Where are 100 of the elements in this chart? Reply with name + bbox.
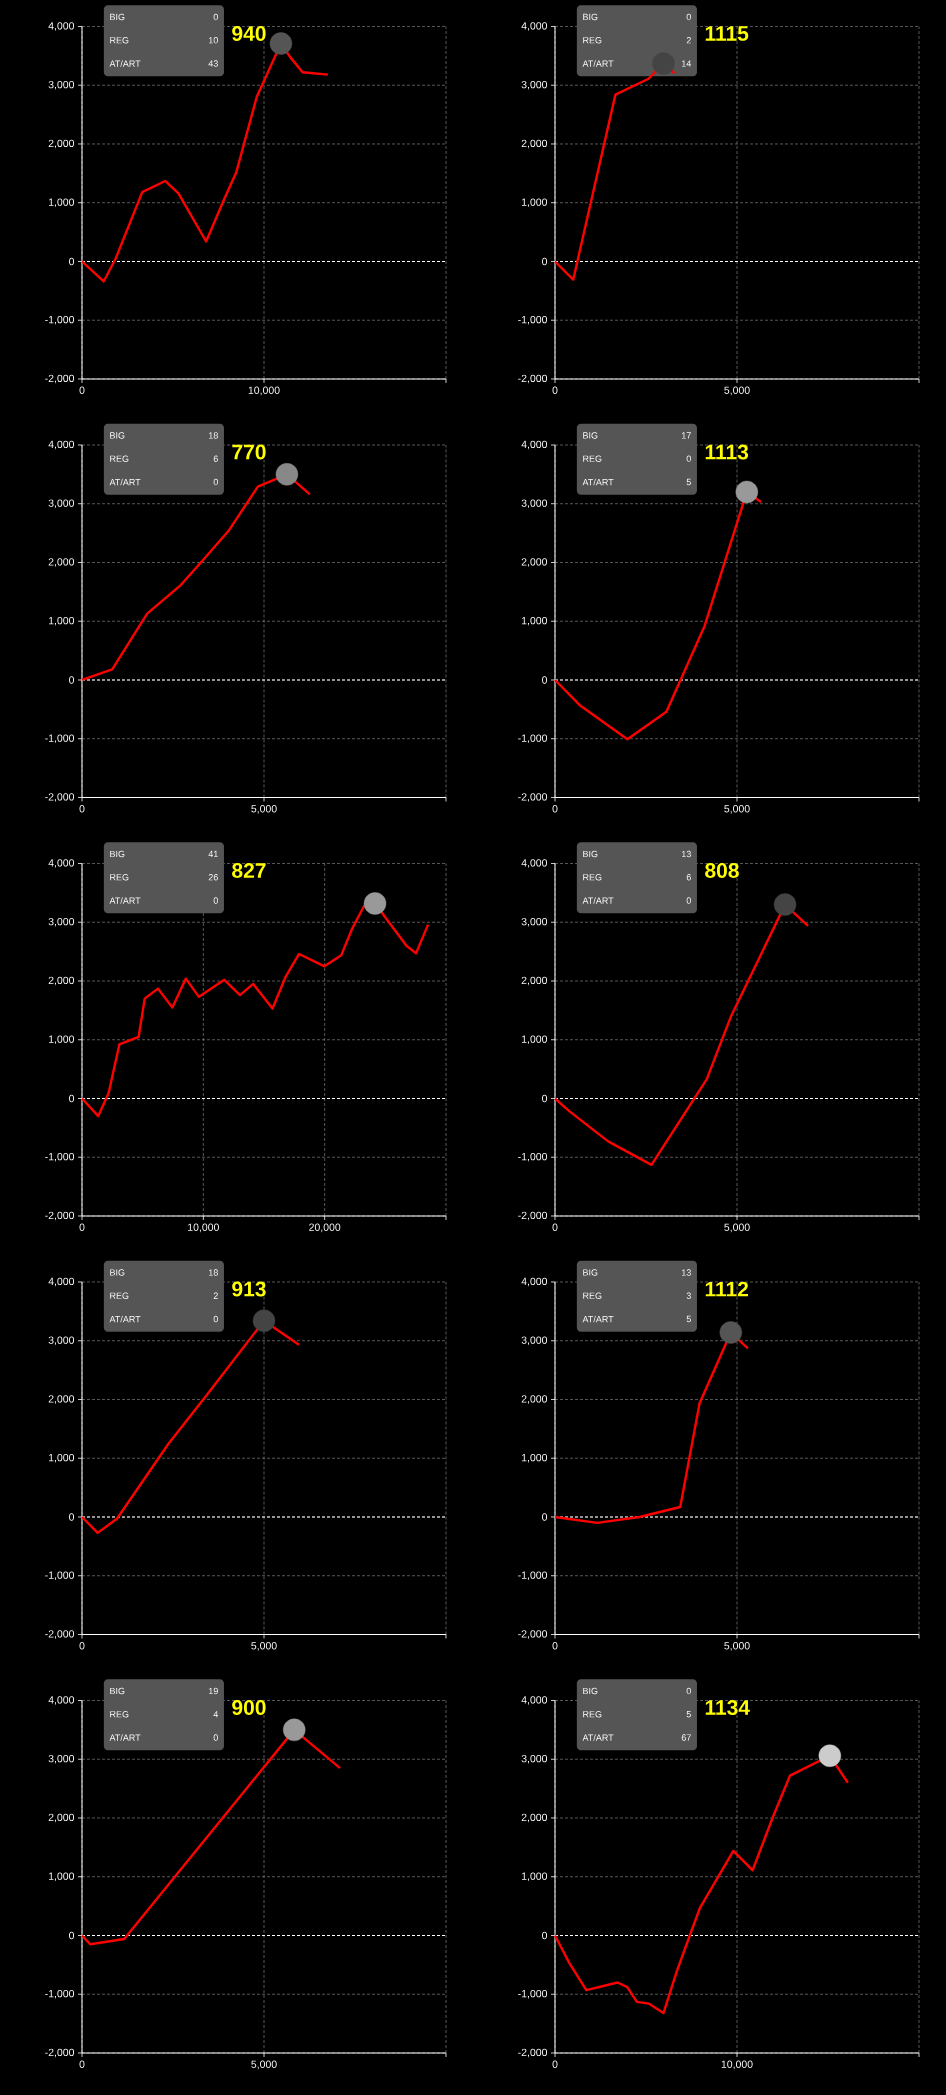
y-tick-label: 0 (542, 676, 548, 684)
annotation: AT/ART (582, 897, 614, 904)
x-tick-label: 5,000 (251, 805, 277, 814)
y-tick-label: 2,000 (521, 976, 548, 986)
text: BIG (583, 1269, 598, 1276)
text: BIG (110, 850, 125, 858)
chart-title: 1134 (705, 1700, 750, 1715)
y-tick-label: -1,000 (518, 1571, 548, 1581)
annotation: 0 (213, 1315, 218, 1323)
y-tick-label: -2,000 (518, 2048, 548, 2058)
annotation: 43 (208, 60, 218, 67)
y-tick-label: 4,000 (521, 1277, 548, 1287)
y-tick-label: -1,000 (45, 1571, 75, 1581)
y-tick-label: 3,000 (48, 1754, 75, 1764)
chart-title: 827 (232, 863, 266, 878)
x-tick-label: 0 (79, 805, 85, 813)
y-tick-label: 4,000 (521, 22, 548, 31)
y-tick-label: 0 (69, 1094, 75, 1103)
x-tick-label: 0 (552, 386, 558, 394)
x-tick-label: 0 (552, 2060, 558, 2068)
annotation: REG (110, 874, 129, 881)
y-tick-label: 0 (69, 1931, 75, 1940)
text: BIG (110, 432, 125, 439)
chart-title: 900 (232, 1700, 266, 1715)
annotation: 0 (213, 478, 218, 486)
y-tick-label: -1,000 (45, 734, 75, 744)
text: BIG (583, 13, 598, 21)
text: 19 (208, 1687, 218, 1695)
annotation: AT/ART (109, 1315, 141, 1323)
chart-title: 1112 (705, 1281, 748, 1297)
y-tick-label: 0 (542, 1931, 548, 1940)
annotation: AT/ART (109, 478, 141, 486)
text: BIG (110, 13, 125, 21)
y-tick-label: -2,000 (45, 374, 75, 384)
annotation: 2 (686, 37, 691, 44)
x-tick-label: 5,000 (251, 1642, 277, 1651)
chart-title: 1113 (705, 444, 749, 460)
text: 41 (208, 850, 218, 858)
annotation: 0 (686, 897, 691, 904)
y-tick-label: -1,000 (518, 1152, 548, 1162)
x-tick-label: 20,000 (309, 1223, 341, 1233)
y-tick-label: -2,000 (45, 1630, 75, 1639)
chart-title: 1115 (705, 26, 749, 41)
text: BIG (583, 850, 598, 858)
y-tick-label: 2,000 (48, 976, 75, 986)
y-tick-label: 2,000 (521, 558, 548, 567)
text: 18 (208, 1269, 218, 1276)
annotation: REG (583, 455, 602, 462)
chart-title: 770 (232, 444, 266, 460)
annotation: AT/ART (109, 60, 141, 67)
y-tick-label: 1,000 (48, 1035, 75, 1045)
y-tick-label: 0 (69, 676, 75, 684)
annotation: 5 (686, 478, 691, 486)
y-tick-label: 4,000 (48, 1696, 75, 1705)
text: 13 (681, 1269, 691, 1276)
annotation: 0 (213, 1734, 218, 1741)
y-tick-label: 3,000 (521, 499, 548, 509)
annotation: 5 (686, 1315, 691, 1323)
y-tick-label: 2,000 (48, 1813, 75, 1823)
annotation: 4 (213, 1711, 219, 1718)
y-tick-label: 4,000 (48, 22, 75, 31)
x-tick-label: 0 (552, 805, 558, 813)
y-tick-label: 1,000 (48, 198, 75, 208)
y-tick-label: 2,000 (521, 1395, 548, 1404)
text: 0 (213, 13, 218, 21)
annotation: 26 (208, 874, 218, 881)
text: 17 (681, 432, 691, 439)
x-tick-label: 5,000 (251, 2060, 277, 2070)
y-tick-label: 4,000 (521, 1696, 548, 1705)
chart-title: 808 (705, 863, 739, 878)
y-tick-label: 0 (542, 1094, 548, 1103)
y-tick-label: 1,000 (48, 1453, 75, 1463)
annotation: AT/ART (109, 1734, 141, 1741)
y-tick-label: -2,000 (518, 793, 548, 802)
annotation: AT/ART (582, 60, 614, 67)
y-tick-label: 3,000 (48, 499, 75, 509)
y-tick-label: 3,000 (48, 80, 75, 90)
annotation: AT/ART (109, 897, 141, 904)
y-tick-label: 1,000 (521, 1035, 548, 1045)
y-tick-label: -2,000 (45, 2048, 75, 2058)
annotation: 6 (686, 874, 691, 881)
y-tick-label: 3,000 (521, 80, 548, 90)
y-tick-label: -1,000 (45, 1989, 75, 1999)
chart-title: 913 (232, 1281, 266, 1297)
chart-title: 940 (232, 26, 266, 41)
x-tick-label: 0 (79, 386, 85, 394)
y-tick-label: 1,000 (521, 198, 548, 208)
y-tick-label: 0 (69, 257, 75, 266)
annotation: REG (110, 1292, 129, 1299)
y-tick-label: -1,000 (518, 1989, 548, 1999)
x-tick-label: 10,000 (188, 1223, 219, 1233)
y-tick-label: 1,000 (48, 1872, 75, 1882)
x-tick-label: 10,000 (721, 2060, 753, 2070)
y-tick-label: -1,000 (45, 1152, 75, 1162)
annotation: AT/ART (582, 478, 614, 486)
y-tick-label: -2,000 (45, 793, 75, 802)
annotation: 3 (686, 1292, 691, 1299)
x-tick-label: 0 (552, 1642, 558, 1650)
x-tick-label: 5,000 (724, 386, 750, 396)
x-tick-label: 5,000 (724, 1642, 750, 1651)
